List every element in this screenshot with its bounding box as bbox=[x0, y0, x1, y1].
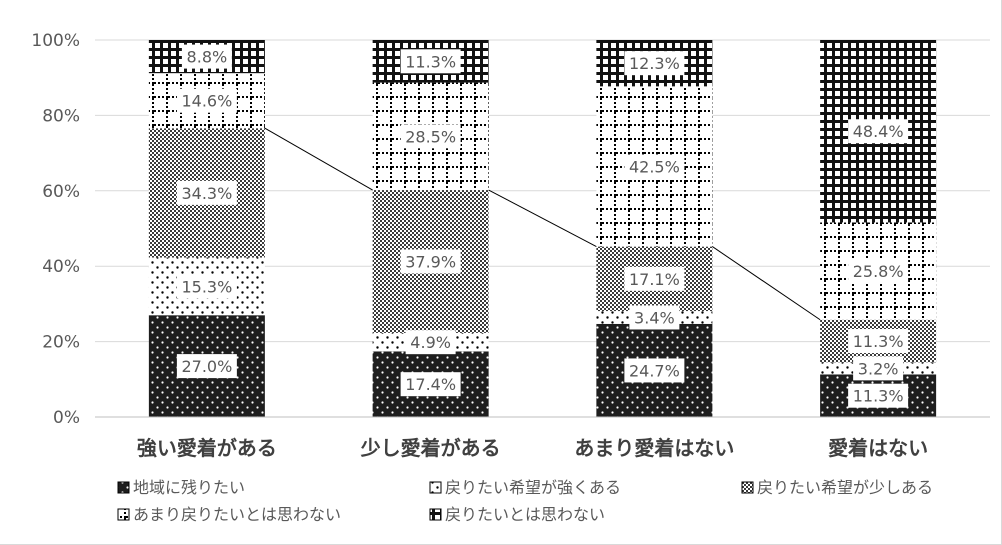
legend-label: あまり戻りたいとは思わない bbox=[133, 505, 341, 524]
data-label: 48.4% bbox=[853, 122, 904, 141]
data-label: 25.8% bbox=[853, 262, 904, 281]
category-label: 愛着はない bbox=[828, 436, 928, 460]
data-label: 11.3% bbox=[853, 387, 904, 406]
data-label-box bbox=[848, 259, 909, 284]
legend: 地域に残りたい 戻りたい希望が強くある 戻りたい希望が少しあるあまり戻りたいとは思わ… bbox=[117, 478, 933, 524]
legend-swatch bbox=[429, 508, 442, 521]
data-label-box bbox=[176, 180, 237, 205]
data-label-box bbox=[176, 274, 237, 299]
data-label: 4.9% bbox=[410, 333, 451, 352]
y-tick-label: 0% bbox=[53, 408, 80, 428]
y-tick-label: 60% bbox=[42, 182, 80, 202]
data-label: 24.7% bbox=[629, 361, 680, 380]
data-label-box bbox=[848, 329, 909, 354]
bar-segments bbox=[148, 40, 937, 417]
data-label-box bbox=[400, 124, 461, 149]
data-label: 17.1% bbox=[629, 270, 680, 289]
series-lines bbox=[264, 127, 821, 321]
legend-label: 戻りたい希望が少しある bbox=[757, 478, 933, 497]
category-label: 少し愛着がある bbox=[360, 436, 501, 460]
category-label: 強い愛着がある bbox=[137, 436, 277, 460]
data-label: 15.3% bbox=[181, 277, 232, 296]
data-label-box bbox=[624, 266, 685, 291]
data-label-box bbox=[624, 358, 685, 383]
data-label: 27.0% bbox=[181, 357, 232, 376]
data-label: 28.5% bbox=[405, 127, 456, 146]
x-axis: 強い愛着がある 少し愛着がある あまり愛着はない 愛着はない bbox=[95, 416, 990, 460]
data-label: 34.3% bbox=[181, 184, 232, 203]
y-tick-label: 20% bbox=[42, 333, 80, 353]
legend-swatch bbox=[117, 481, 130, 494]
data-label-box bbox=[400, 49, 461, 74]
legend-swatch bbox=[117, 508, 130, 521]
data-label: 17.4% bbox=[405, 375, 456, 394]
data-label: 3.2% bbox=[858, 359, 899, 378]
category-label: あまり愛着はない bbox=[574, 436, 734, 460]
data-label: 42.5% bbox=[629, 157, 680, 176]
data-label-box bbox=[400, 372, 461, 397]
series-line bbox=[264, 127, 373, 191]
data-label-box bbox=[848, 383, 909, 408]
legend-swatch bbox=[741, 481, 754, 494]
data-label: 37.9% bbox=[405, 252, 456, 271]
data-label: 11.3% bbox=[405, 52, 456, 71]
data-label: 3.4% bbox=[634, 308, 675, 327]
data-label-box bbox=[629, 305, 680, 330]
y-tick-label: 80% bbox=[42, 106, 80, 126]
series-line bbox=[712, 246, 821, 321]
legend-label: 戻りたい希望が強くある bbox=[445, 478, 621, 497]
y-tick-label: 100% bbox=[31, 31, 80, 51]
y-tick-label: 40% bbox=[42, 257, 80, 277]
data-label: 12.3% bbox=[629, 54, 680, 73]
series-line bbox=[488, 189, 597, 248]
data-label-box bbox=[848, 119, 909, 144]
data-labels: 27.0% 15.3% 34.3% 14.6% 8.8% 17.4% 4.9% 37.9% 28… bbox=[176, 44, 909, 408]
data-label-box bbox=[176, 354, 237, 379]
data-label-box bbox=[853, 356, 904, 381]
data-label: 8.8% bbox=[187, 48, 228, 67]
data-label-box bbox=[400, 249, 461, 274]
legend-label: 地域に残りたい bbox=[133, 478, 245, 497]
y-axis: 0% 20% 40% 60% 80% 100% bbox=[31, 31, 80, 428]
data-label: 11.3% bbox=[853, 332, 904, 351]
data-label-box bbox=[176, 88, 237, 113]
data-label-box bbox=[624, 154, 685, 179]
data-label-box bbox=[405, 330, 456, 355]
legend-label: 戻りたいとは思わない bbox=[445, 505, 605, 524]
data-label-box bbox=[181, 44, 232, 69]
legend-swatch bbox=[429, 481, 442, 494]
data-label: 14.6% bbox=[181, 92, 232, 111]
data-label-box bbox=[624, 51, 685, 76]
